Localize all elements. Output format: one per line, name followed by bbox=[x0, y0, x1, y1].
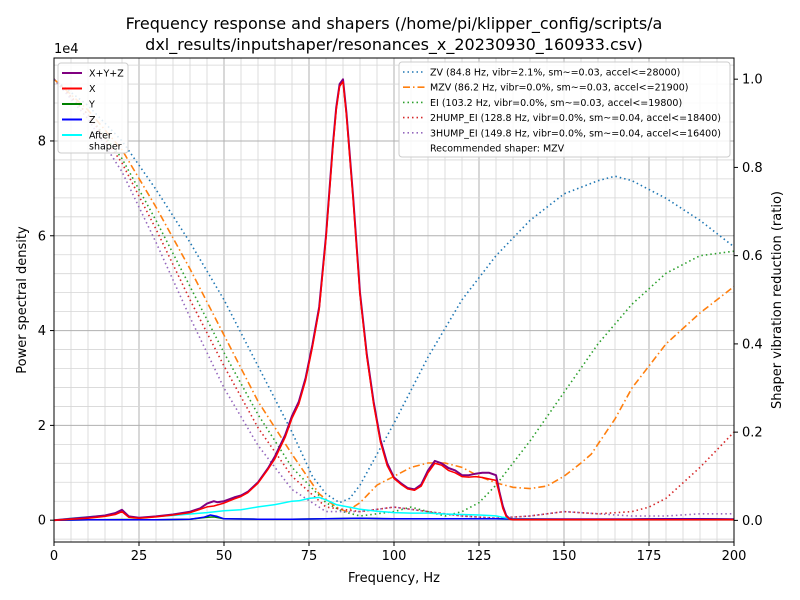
legend-left-label: Y bbox=[88, 100, 95, 111]
shaper-series-ei bbox=[53, 78, 735, 517]
x-axis-ticks: 0 25 50 75 100 125 150 175 200 bbox=[50, 542, 747, 564]
psd-series-x bbox=[53, 80, 734, 521]
y2-axis-ticks: 0.0 0.2 0.4 0.6 0.8 1.0 bbox=[734, 73, 763, 529]
x-tick-label: 50 bbox=[216, 549, 233, 564]
y2-tick-label: 0.6 bbox=[742, 249, 763, 264]
shaper-series-mzv bbox=[53, 78, 735, 513]
chart-title-line2: dxl_results/inputshaper/resonances_x_202… bbox=[145, 35, 643, 55]
grid bbox=[53, 58, 735, 542]
legend-right-label: EI (103.2 Hz, vibr=0.0%, sm~=0.03, accel… bbox=[430, 98, 682, 109]
legend-right-label: 3HUMP_EI (149.8 Hz, vibr=0.0%, sm~=0.04,… bbox=[430, 128, 721, 139]
legend-left-label: Z bbox=[89, 115, 96, 126]
y2-tick-label: 0.4 bbox=[742, 337, 763, 352]
legend-right-label: MZV (86.2 Hz, vibr=0.0%, sm~=0.03, accel… bbox=[430, 83, 689, 94]
y-tick-label: 8 bbox=[38, 134, 46, 149]
y2-tick-label: 0.0 bbox=[742, 514, 763, 529]
y-tick-label: 2 bbox=[38, 419, 46, 434]
legend-right-label: Recommended shaper: MZV bbox=[430, 144, 565, 155]
y-axis-ticks: 0 2 4 6 8 bbox=[38, 134, 54, 529]
shaper-curves bbox=[53, 78, 735, 520]
x-tick-label: 75 bbox=[301, 549, 318, 564]
y-axis-label: Power spectral density bbox=[15, 226, 30, 374]
x-tick-label: 25 bbox=[131, 549, 148, 564]
legend-right-label: 2HUMP_EI (128.8 Hz, vibr=0.0%, sm~=0.04,… bbox=[430, 113, 721, 124]
x-tick-label: 200 bbox=[722, 549, 747, 564]
legend-left-frame bbox=[57, 62, 129, 154]
legend-right-label: ZV (84.8 Hz, vibr=2.1%, sm~=0.03, accel<… bbox=[430, 68, 680, 79]
legend-right-frame bbox=[398, 61, 731, 158]
shaper-series-3hump_ei bbox=[53, 78, 734, 520]
x-tick-label: 175 bbox=[637, 549, 662, 564]
legend-left-label: After bbox=[89, 131, 112, 142]
y2-axis-label: Shaper vibration reduction (ratio) bbox=[770, 191, 785, 409]
shaper-series-zv bbox=[53, 78, 735, 504]
y-tick-label: 0 bbox=[38, 514, 46, 529]
legend-right: ZV (84.8 Hz, vibr=2.1%, sm~=0.03, accel<… bbox=[398, 61, 731, 158]
y2-tick-label: 0.2 bbox=[742, 426, 763, 441]
shaper-series-2hump_ei bbox=[53, 78, 735, 520]
chart-title-line1: Frequency response and shapers (/home/pi… bbox=[126, 14, 663, 34]
legend-left-label: X bbox=[89, 84, 96, 95]
y2-tick-label: 1.0 bbox=[742, 73, 763, 88]
x-tick-label: 100 bbox=[382, 549, 407, 564]
y-tick-label: 4 bbox=[38, 324, 46, 339]
x-axis-label: Frequency, Hz bbox=[348, 571, 440, 586]
x-tick-label: 0 bbox=[50, 549, 58, 564]
x-tick-label: 150 bbox=[552, 549, 577, 564]
y-tick-label: 6 bbox=[38, 229, 46, 244]
legend-left-label: X+Y+Z bbox=[89, 69, 124, 80]
y2-tick-label: 0.8 bbox=[742, 161, 763, 176]
y-multiplier-label: 1e4 bbox=[54, 42, 79, 57]
psd-curves bbox=[53, 78, 735, 522]
x-tick-label: 125 bbox=[467, 549, 492, 564]
legend-left-label: shaper bbox=[89, 142, 122, 153]
